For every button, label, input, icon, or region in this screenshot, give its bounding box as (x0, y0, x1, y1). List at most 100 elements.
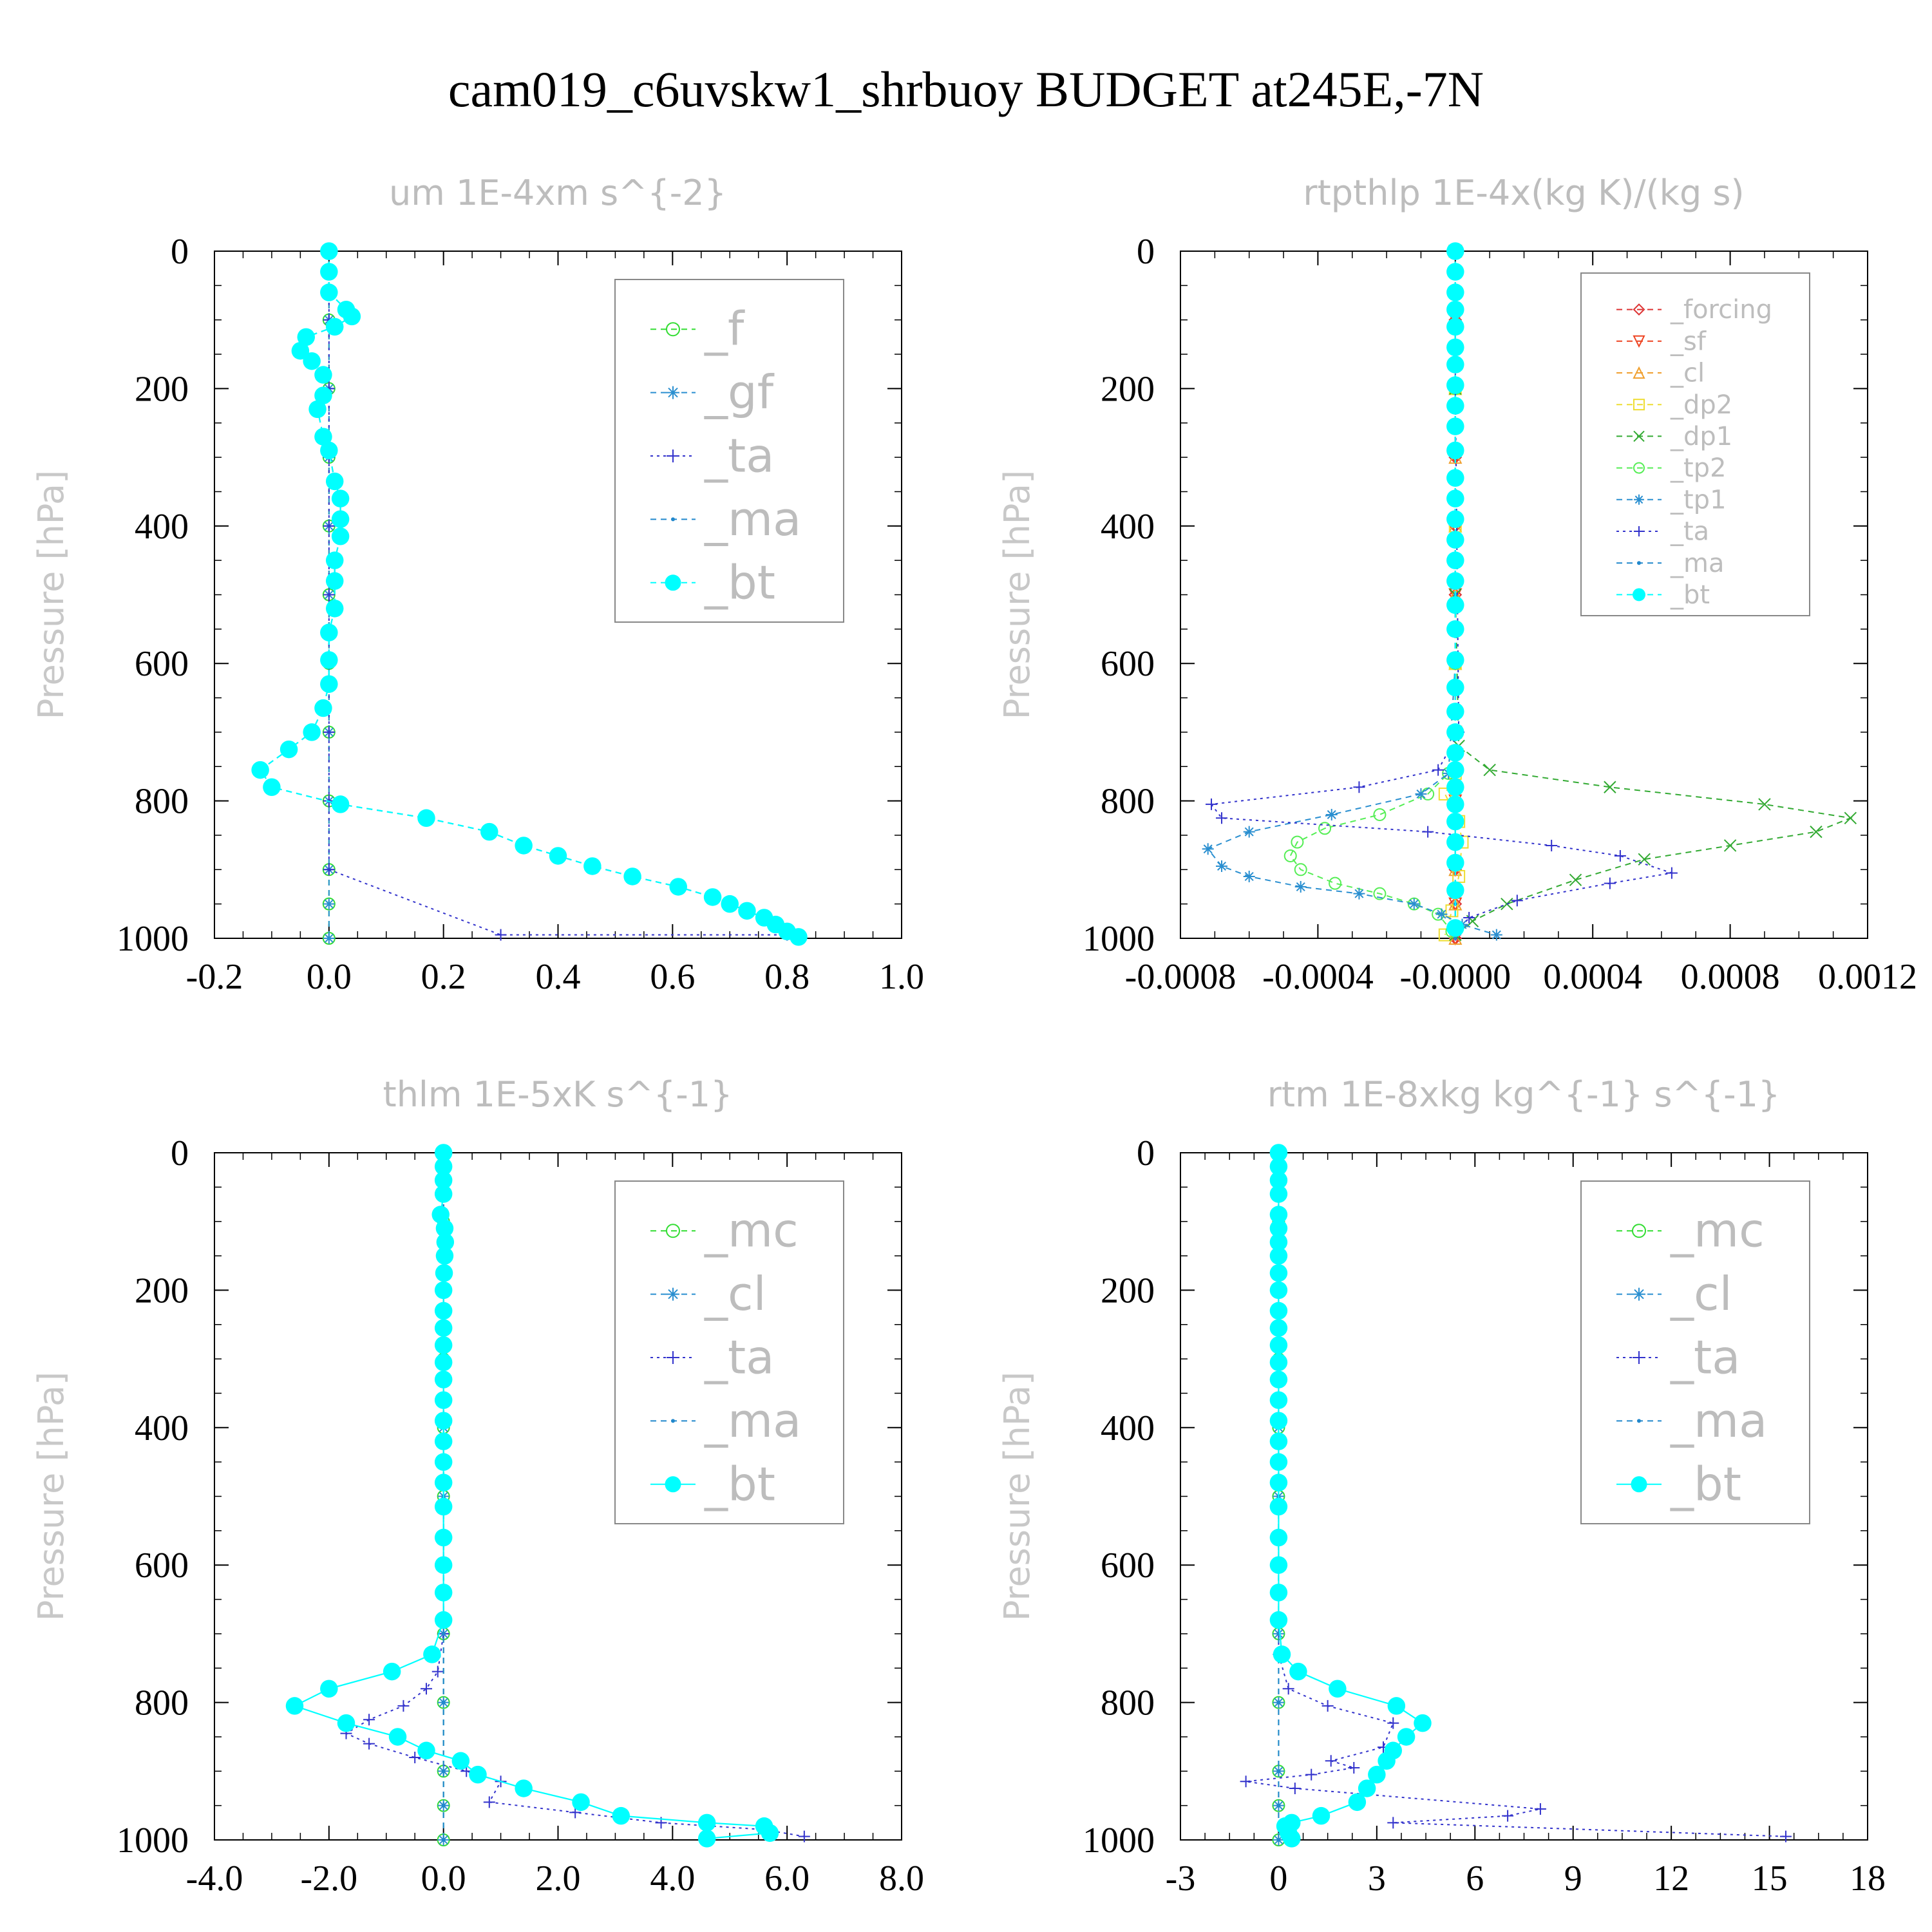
x-tick-label: 0.8 (764, 957, 810, 997)
data-point (1353, 781, 1365, 793)
data-point (669, 878, 687, 896)
data-point (1276, 1700, 1281, 1705)
x-tick-label: 1.0 (879, 957, 924, 997)
data-point (436, 1233, 455, 1251)
data-point (337, 1714, 355, 1732)
data-point (583, 857, 601, 875)
data-point (1269, 1453, 1288, 1471)
y-tick-label: 800 (1101, 782, 1155, 822)
data-point (1614, 849, 1626, 862)
data-point (1446, 317, 1464, 336)
legend-marker (1634, 526, 1644, 536)
x-tick-label: -0.0008 (1125, 957, 1236, 997)
data-point (297, 328, 316, 346)
data-point (1269, 1247, 1288, 1265)
data-point (1604, 877, 1616, 889)
data-point (1665, 867, 1678, 879)
data-point (331, 510, 350, 528)
legend-marker (1633, 1351, 1645, 1364)
legend-label: _tp1 (1670, 485, 1727, 515)
data-point (1269, 1171, 1288, 1189)
legend-label: _dp2 (1670, 390, 1732, 420)
data-point (1325, 1755, 1337, 1767)
data-point (441, 1631, 446, 1636)
data-point (1289, 1782, 1301, 1794)
data-point (697, 1814, 716, 1832)
data-point (1269, 1336, 1288, 1354)
data-point (320, 283, 338, 301)
legend: _f _gf _ta _ma _bt (614, 279, 844, 623)
legend-marker (667, 386, 679, 399)
y-tick-label: 400 (1101, 1408, 1155, 1448)
panels: um 1E-4xm s^{-2}Pressure [hPa]0200400600… (31, 173, 1917, 1899)
data-point (1534, 1803, 1546, 1815)
data-point (1569, 873, 1582, 887)
x-tick-label: -4.0 (186, 1859, 243, 1899)
data-point (417, 809, 435, 828)
legend-label: _ma (1670, 549, 1724, 578)
data-point (1446, 510, 1464, 528)
y-axis-label: Pressure [hPa] (31, 1372, 71, 1621)
data-point (1378, 1752, 1396, 1770)
legend-box (614, 279, 844, 623)
data-point (263, 778, 281, 797)
legend-marker (671, 1419, 675, 1423)
data-point (434, 1453, 453, 1471)
x-tick-label: 15 (1752, 1859, 1788, 1899)
data-point (320, 675, 338, 693)
data-point (434, 1473, 453, 1492)
data-point (343, 307, 361, 326)
panel-title: thlm 1E-5xK s^{-1} (383, 1074, 733, 1115)
plot-frame (214, 251, 902, 939)
data-point (549, 847, 567, 865)
data-point (697, 1830, 716, 1848)
data-point (1415, 788, 1427, 800)
data-point (1348, 1793, 1367, 1812)
data-point (320, 263, 338, 281)
data-point (1276, 1838, 1281, 1842)
data-point (612, 1806, 630, 1825)
legend-box (1580, 1180, 1810, 1524)
legend-label: _bt (1670, 580, 1710, 610)
data-point (1243, 870, 1255, 882)
data-point (1446, 833, 1464, 851)
data-point (434, 1370, 453, 1388)
data-point (1216, 812, 1228, 824)
data-point (314, 386, 332, 404)
data-point (435, 1264, 453, 1282)
data-point (1269, 1611, 1288, 1629)
data-point (331, 527, 350, 545)
data-point (1312, 1806, 1331, 1825)
series-tp2 (1283, 245, 1462, 938)
data-point (1269, 1144, 1288, 1162)
data-point (1446, 572, 1464, 590)
data-point (1446, 853, 1464, 872)
legend-label: _tp2 (1670, 453, 1727, 483)
data-point (1282, 1683, 1294, 1695)
x-tick-label: 6.0 (764, 1859, 810, 1899)
legend-marker (666, 1224, 680, 1238)
data-point (1240, 1776, 1252, 1788)
data-point (325, 551, 344, 569)
data-point (434, 1432, 453, 1450)
legend-label: _cl (1670, 1267, 1732, 1321)
data-point (1446, 283, 1464, 301)
data-point (1490, 929, 1502, 941)
y-tick-label: 800 (135, 782, 189, 822)
data-point (1446, 596, 1464, 614)
plot-frame (1180, 251, 1868, 939)
legend-label: _ma (704, 492, 801, 546)
y-tick-label: 800 (135, 1683, 189, 1723)
data-point (363, 1714, 375, 1726)
data-point (320, 651, 338, 669)
legend-label: _forcing (1670, 295, 1772, 325)
x-tick-label: 12 (1653, 1859, 1689, 1899)
data-point (434, 1336, 453, 1354)
legend-label: _cl (1670, 359, 1705, 388)
legend-marker (1634, 494, 1644, 505)
legend-label: _f (704, 302, 745, 356)
chart-panel-4: rtm 1E-8xkg kg^{-1} s^{-1} Pressure [hPa]… (997, 1074, 1886, 1899)
data-point (1273, 1645, 1291, 1663)
data-point (738, 902, 756, 920)
